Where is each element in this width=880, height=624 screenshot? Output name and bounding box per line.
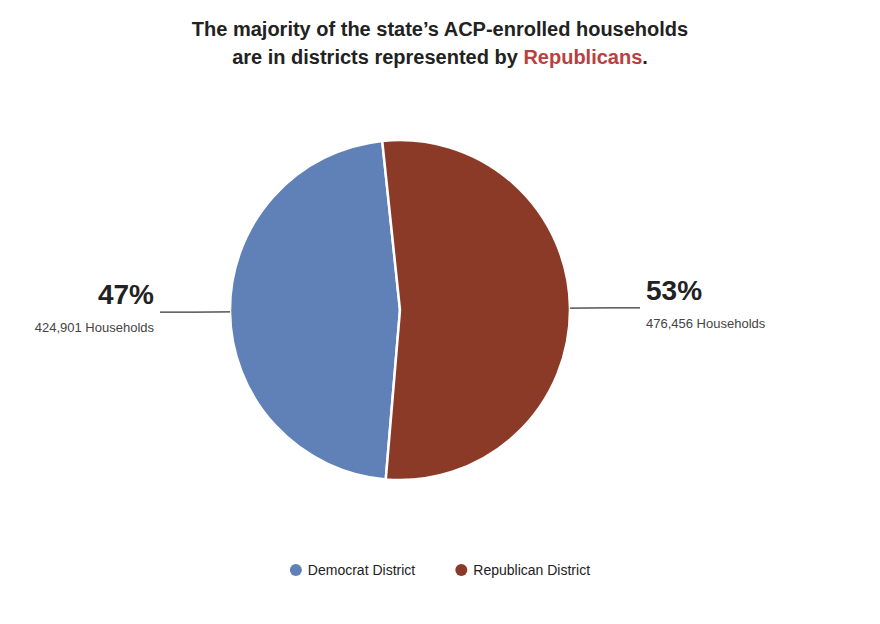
pie-slice	[382, 140, 570, 480]
annotation: 424,901 Households	[35, 320, 155, 335]
chart: The majority of the state’s ACP-enrolled…	[0, 0, 880, 624]
legend-item: Democrat District	[290, 562, 415, 578]
title-line: are in districts represented by Republic…	[232, 46, 648, 68]
legend-swatch	[290, 564, 302, 576]
legend-label: Democrat District	[308, 562, 415, 578]
title: The majority of the state’s ACP-enrolled…	[192, 18, 688, 68]
data-label: 53%	[646, 275, 702, 306]
title-part: are in districts represented by	[232, 46, 523, 68]
data-label: 47%	[98, 279, 154, 310]
legend: Democrat District Republican District	[290, 562, 590, 578]
legend-swatch	[455, 564, 467, 576]
legend-item: Republican District	[455, 562, 590, 578]
legend-label: Republican District	[473, 562, 590, 578]
pie-slice	[230, 141, 400, 479]
leader-line	[570, 307, 640, 309]
title-part: Republicans	[523, 46, 642, 68]
annotation: 476,456 Households	[646, 316, 766, 331]
title-part: .	[642, 46, 648, 68]
slice-labels: 47% 424,901 Households 53% 476,456 Househol…	[35, 275, 766, 335]
title-line: The majority of the state’s ACP-enrolled…	[192, 18, 688, 40]
pie	[230, 140, 570, 480]
leader-line	[160, 311, 230, 313]
title-part: The majority of the state’s ACP-enrolled…	[192, 18, 688, 40]
